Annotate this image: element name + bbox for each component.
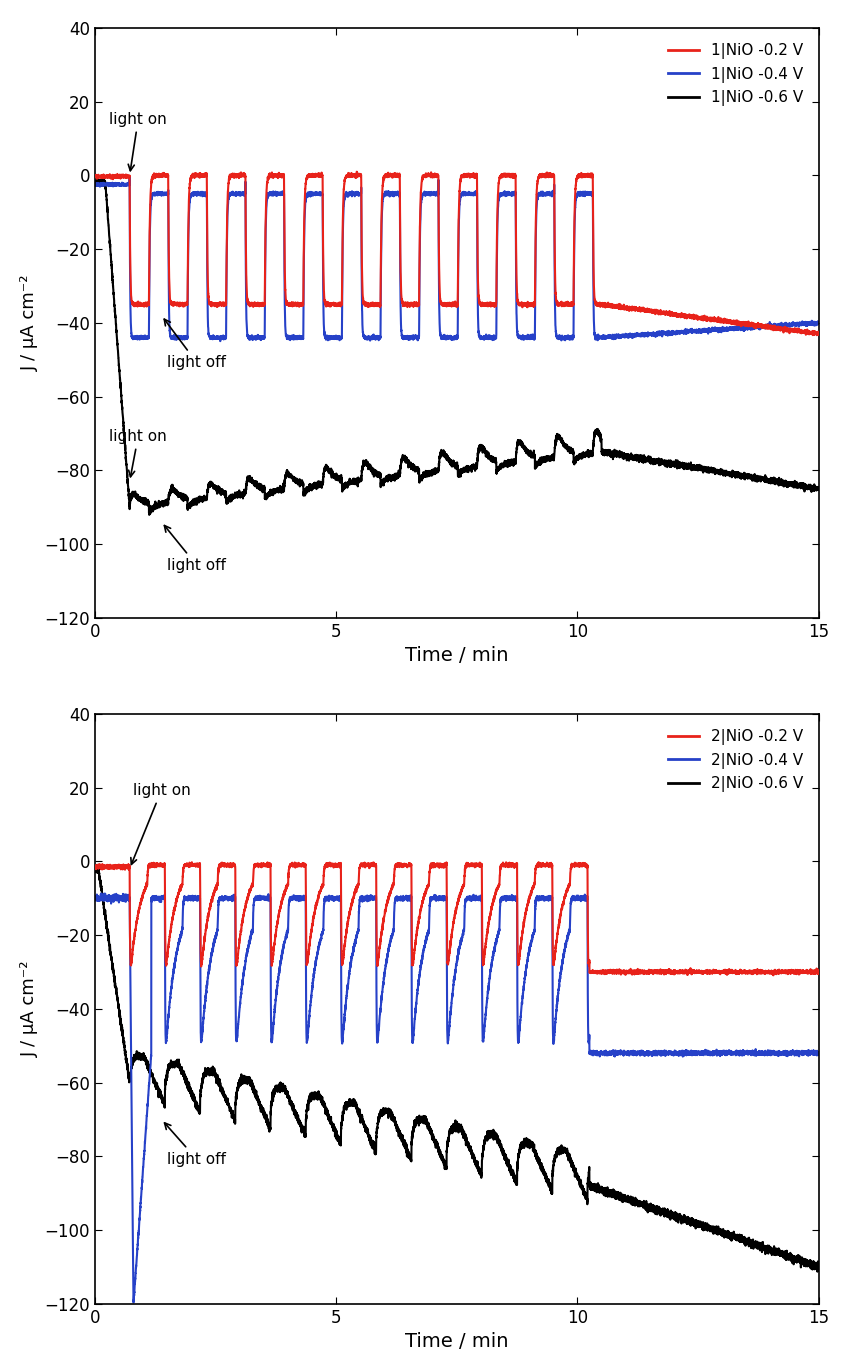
Y-axis label: J / μA cm⁻²: J / μA cm⁻² (21, 960, 39, 1056)
Y-axis label: J / μA cm⁻²: J / μA cm⁻² (21, 274, 39, 370)
Text: light on: light on (131, 783, 190, 864)
Text: a: a (780, 45, 797, 70)
Text: b: b (779, 731, 797, 756)
X-axis label: Time / min: Time / min (405, 646, 508, 665)
Text: light on: light on (110, 429, 167, 477)
X-axis label: Time / min: Time / min (405, 1332, 508, 1351)
Text: light on: light on (110, 111, 167, 170)
Text: light off: light off (164, 525, 226, 573)
Text: light off: light off (165, 1122, 226, 1166)
Legend: 2|NiO -0.2 V, 2|NiO -0.4 V, 2|NiO -0.6 V: 2|NiO -0.2 V, 2|NiO -0.4 V, 2|NiO -0.6 V (660, 722, 811, 800)
Legend: 1|NiO -0.2 V, 1|NiO -0.4 V, 1|NiO -0.6 V: 1|NiO -0.2 V, 1|NiO -0.4 V, 1|NiO -0.6 V (660, 36, 811, 114)
Text: light off: light off (164, 320, 226, 370)
